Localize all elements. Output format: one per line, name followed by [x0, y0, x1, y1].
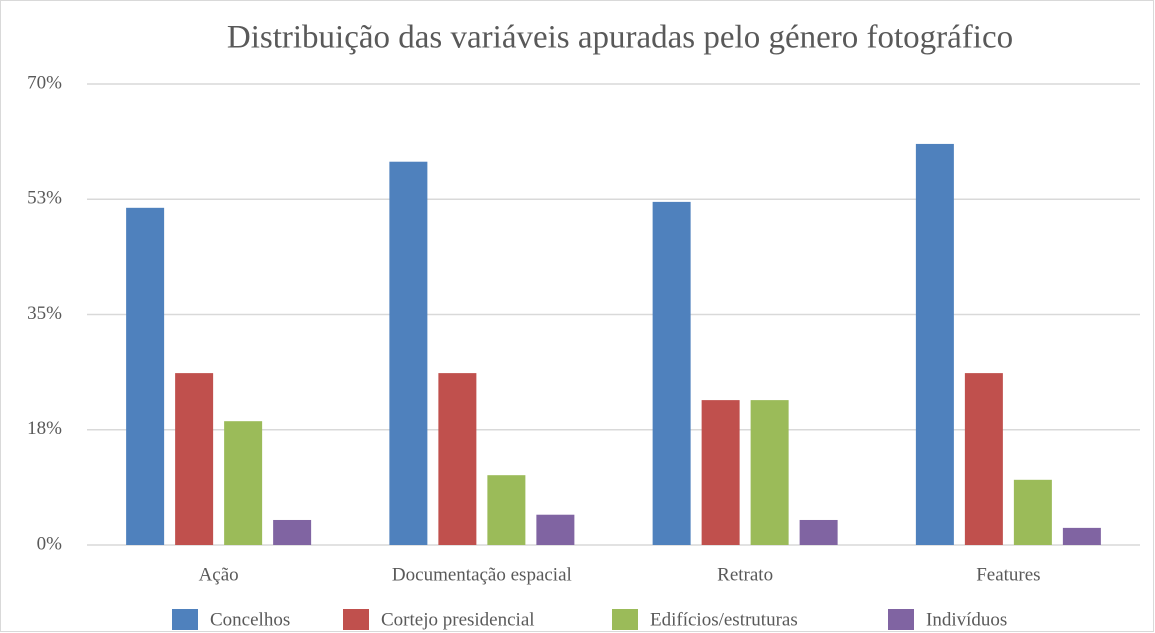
x-tick-label: Ação	[199, 564, 239, 585]
x-tick-label: Documentação espacial	[392, 564, 572, 585]
x-tick-label: Retrato	[717, 564, 773, 585]
bar	[1062, 527, 1101, 545]
bar	[175, 373, 214, 545]
legend-swatch	[172, 609, 198, 630]
bar	[701, 400, 740, 545]
legend-label: Cortejo presidencial	[381, 609, 535, 630]
legend-label: Concelhos	[210, 609, 290, 630]
legend-label: Edifícios/estruturas	[650, 609, 798, 630]
bar	[126, 207, 165, 545]
bar	[273, 519, 312, 545]
bar	[487, 475, 526, 545]
chart-title: Distribuição das variáveis apuradas pelo…	[227, 20, 1013, 56]
bar	[438, 373, 477, 545]
bar	[224, 421, 263, 545]
y-tick-label: 35%	[27, 303, 62, 324]
x-tick-label: Features	[976, 564, 1040, 585]
bar	[964, 373, 1003, 545]
y-tick-label: 53%	[27, 188, 62, 209]
bar	[652, 201, 691, 546]
legend-swatch	[888, 609, 914, 630]
bar	[799, 519, 838, 545]
bar	[1013, 479, 1052, 545]
bar	[389, 161, 428, 545]
legend-swatch	[612, 609, 638, 630]
y-tick-label: 70%	[27, 72, 62, 93]
bar	[915, 143, 954, 545]
legend-label: Indivíduos	[926, 609, 1007, 630]
y-tick-label: 18%	[27, 418, 62, 439]
legend-swatch	[343, 609, 369, 630]
bar	[750, 400, 789, 545]
y-tick-label: 0%	[37, 533, 63, 554]
bar	[536, 514, 575, 545]
